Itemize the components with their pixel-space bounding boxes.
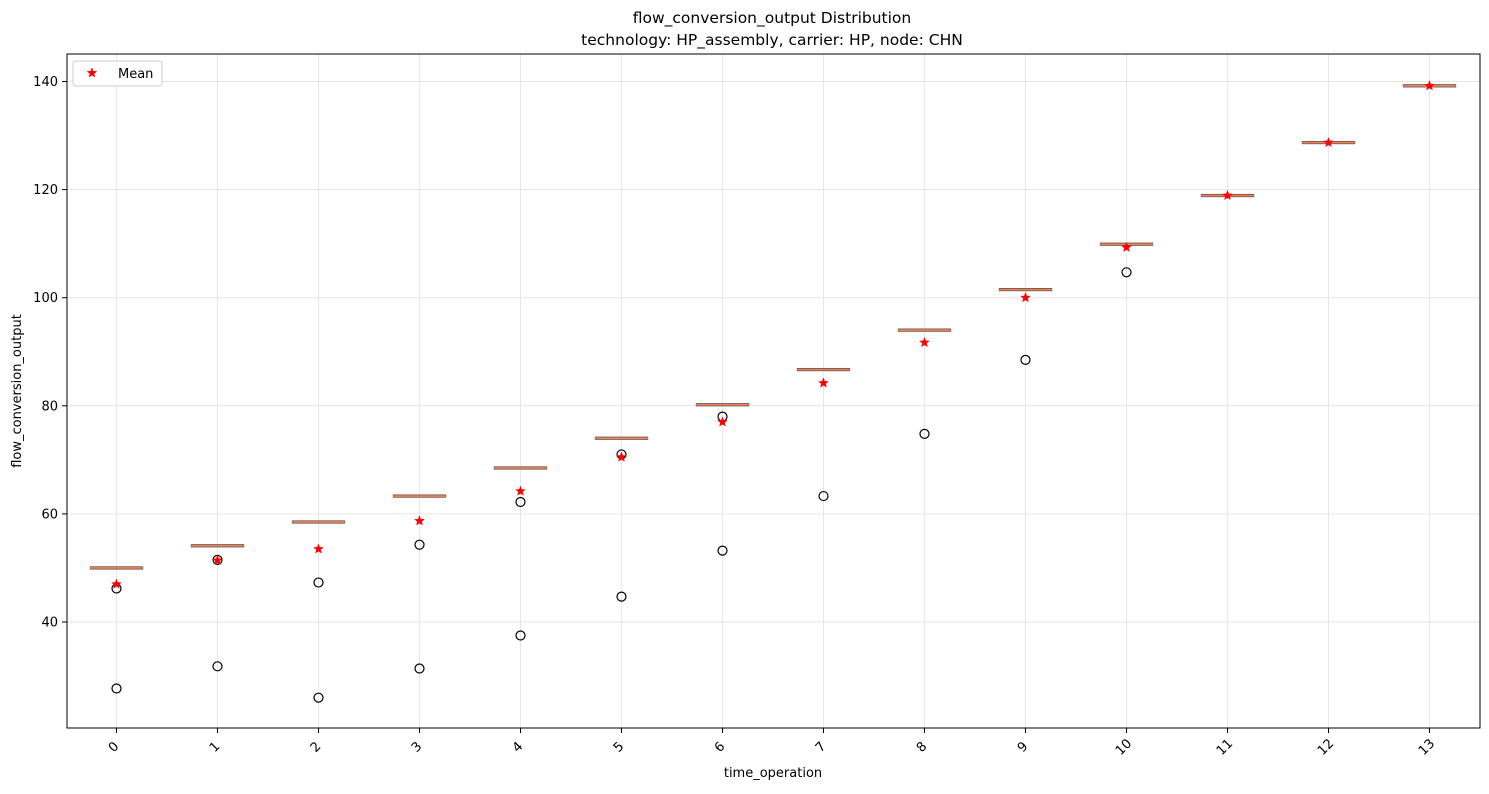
outlier-point [313,692,324,703]
mean-star-4 [515,485,526,496]
plot-frame [66,53,1481,729]
outlier-point [515,496,526,508]
outlier-point [1020,354,1031,365]
grid-lines [67,54,1480,728]
mean-star-6 [717,416,728,427]
x-tick-label: 8 [914,739,930,755]
x-tick-label: 3 [409,739,425,755]
x-tick-label: 5 [611,739,627,755]
legend-star-mark [86,67,98,78]
y-axis-label: flow_conversion_output [10,314,25,468]
outlier-point [313,577,324,588]
x-tick-label: 9 [1015,739,1031,755]
chart-title: flow_conversion_output Distribution [633,9,912,28]
outlier-point [919,428,930,440]
outlier-point [414,663,425,674]
x-tick-label: 2 [308,739,324,755]
outlier-point [515,630,526,641]
x-tick-label: 0 [106,739,122,755]
mean-star-0 [111,578,122,589]
x-tick-label: 6 [712,739,728,755]
y-tick-label: 100 [33,291,58,306]
y-axis-ticks: 40 60 80 100 120 140 [33,75,67,631]
y-tick-label: 140 [33,75,58,90]
y-tick-label: 60 [41,507,58,522]
x-tick-label: 7 [813,739,829,755]
outlier-point [1121,267,1132,278]
x-tick-label: 4 [510,739,526,755]
box-series [89,84,1457,570]
mean-star-9 [1020,291,1031,303]
chart-subtitle: technology: HP_assembly, carrier: HP, no… [581,31,963,50]
legend-mean-star-icon [86,67,98,78]
y-tick-label: 80 [41,399,58,414]
mean-star-10 [1121,241,1132,253]
x-tick-label: 1 [207,739,223,755]
x-tick-label: 12 [1315,736,1337,758]
outlier-point [414,539,425,550]
mean-star-12 [1323,136,1334,148]
mean-star-5 [616,451,627,462]
legend: Mean [72,60,163,87]
mean-star-1 [212,554,223,566]
legend-label-mean: Mean [118,67,153,82]
x-tick-label: 11 [1214,736,1236,758]
outlier-point [212,661,223,672]
mean-star-11 [1222,189,1233,201]
mean-star-2 [313,543,324,554]
outlier-point [111,683,122,694]
x-axis-label: time_operation [724,766,822,781]
x-tick-label: 10 [1113,736,1135,758]
mean-series [111,80,1435,589]
x-tick-label: 13 [1416,736,1438,758]
y-tick-label: 40 [41,616,58,631]
outlier-point [616,591,627,602]
legend-box [72,60,163,87]
x-axis-ticks: 0 1 2 3 4 5 6 7 8 9 10 11 12 13 [106,728,1438,759]
mean-star-13 [1424,80,1435,91]
mean-star-3 [414,515,425,526]
mean-star-8 [919,336,930,348]
y-tick-label: 120 [33,183,58,198]
outlier-point [818,490,829,502]
mean-star-7 [818,377,829,388]
outlier-point [717,545,728,556]
